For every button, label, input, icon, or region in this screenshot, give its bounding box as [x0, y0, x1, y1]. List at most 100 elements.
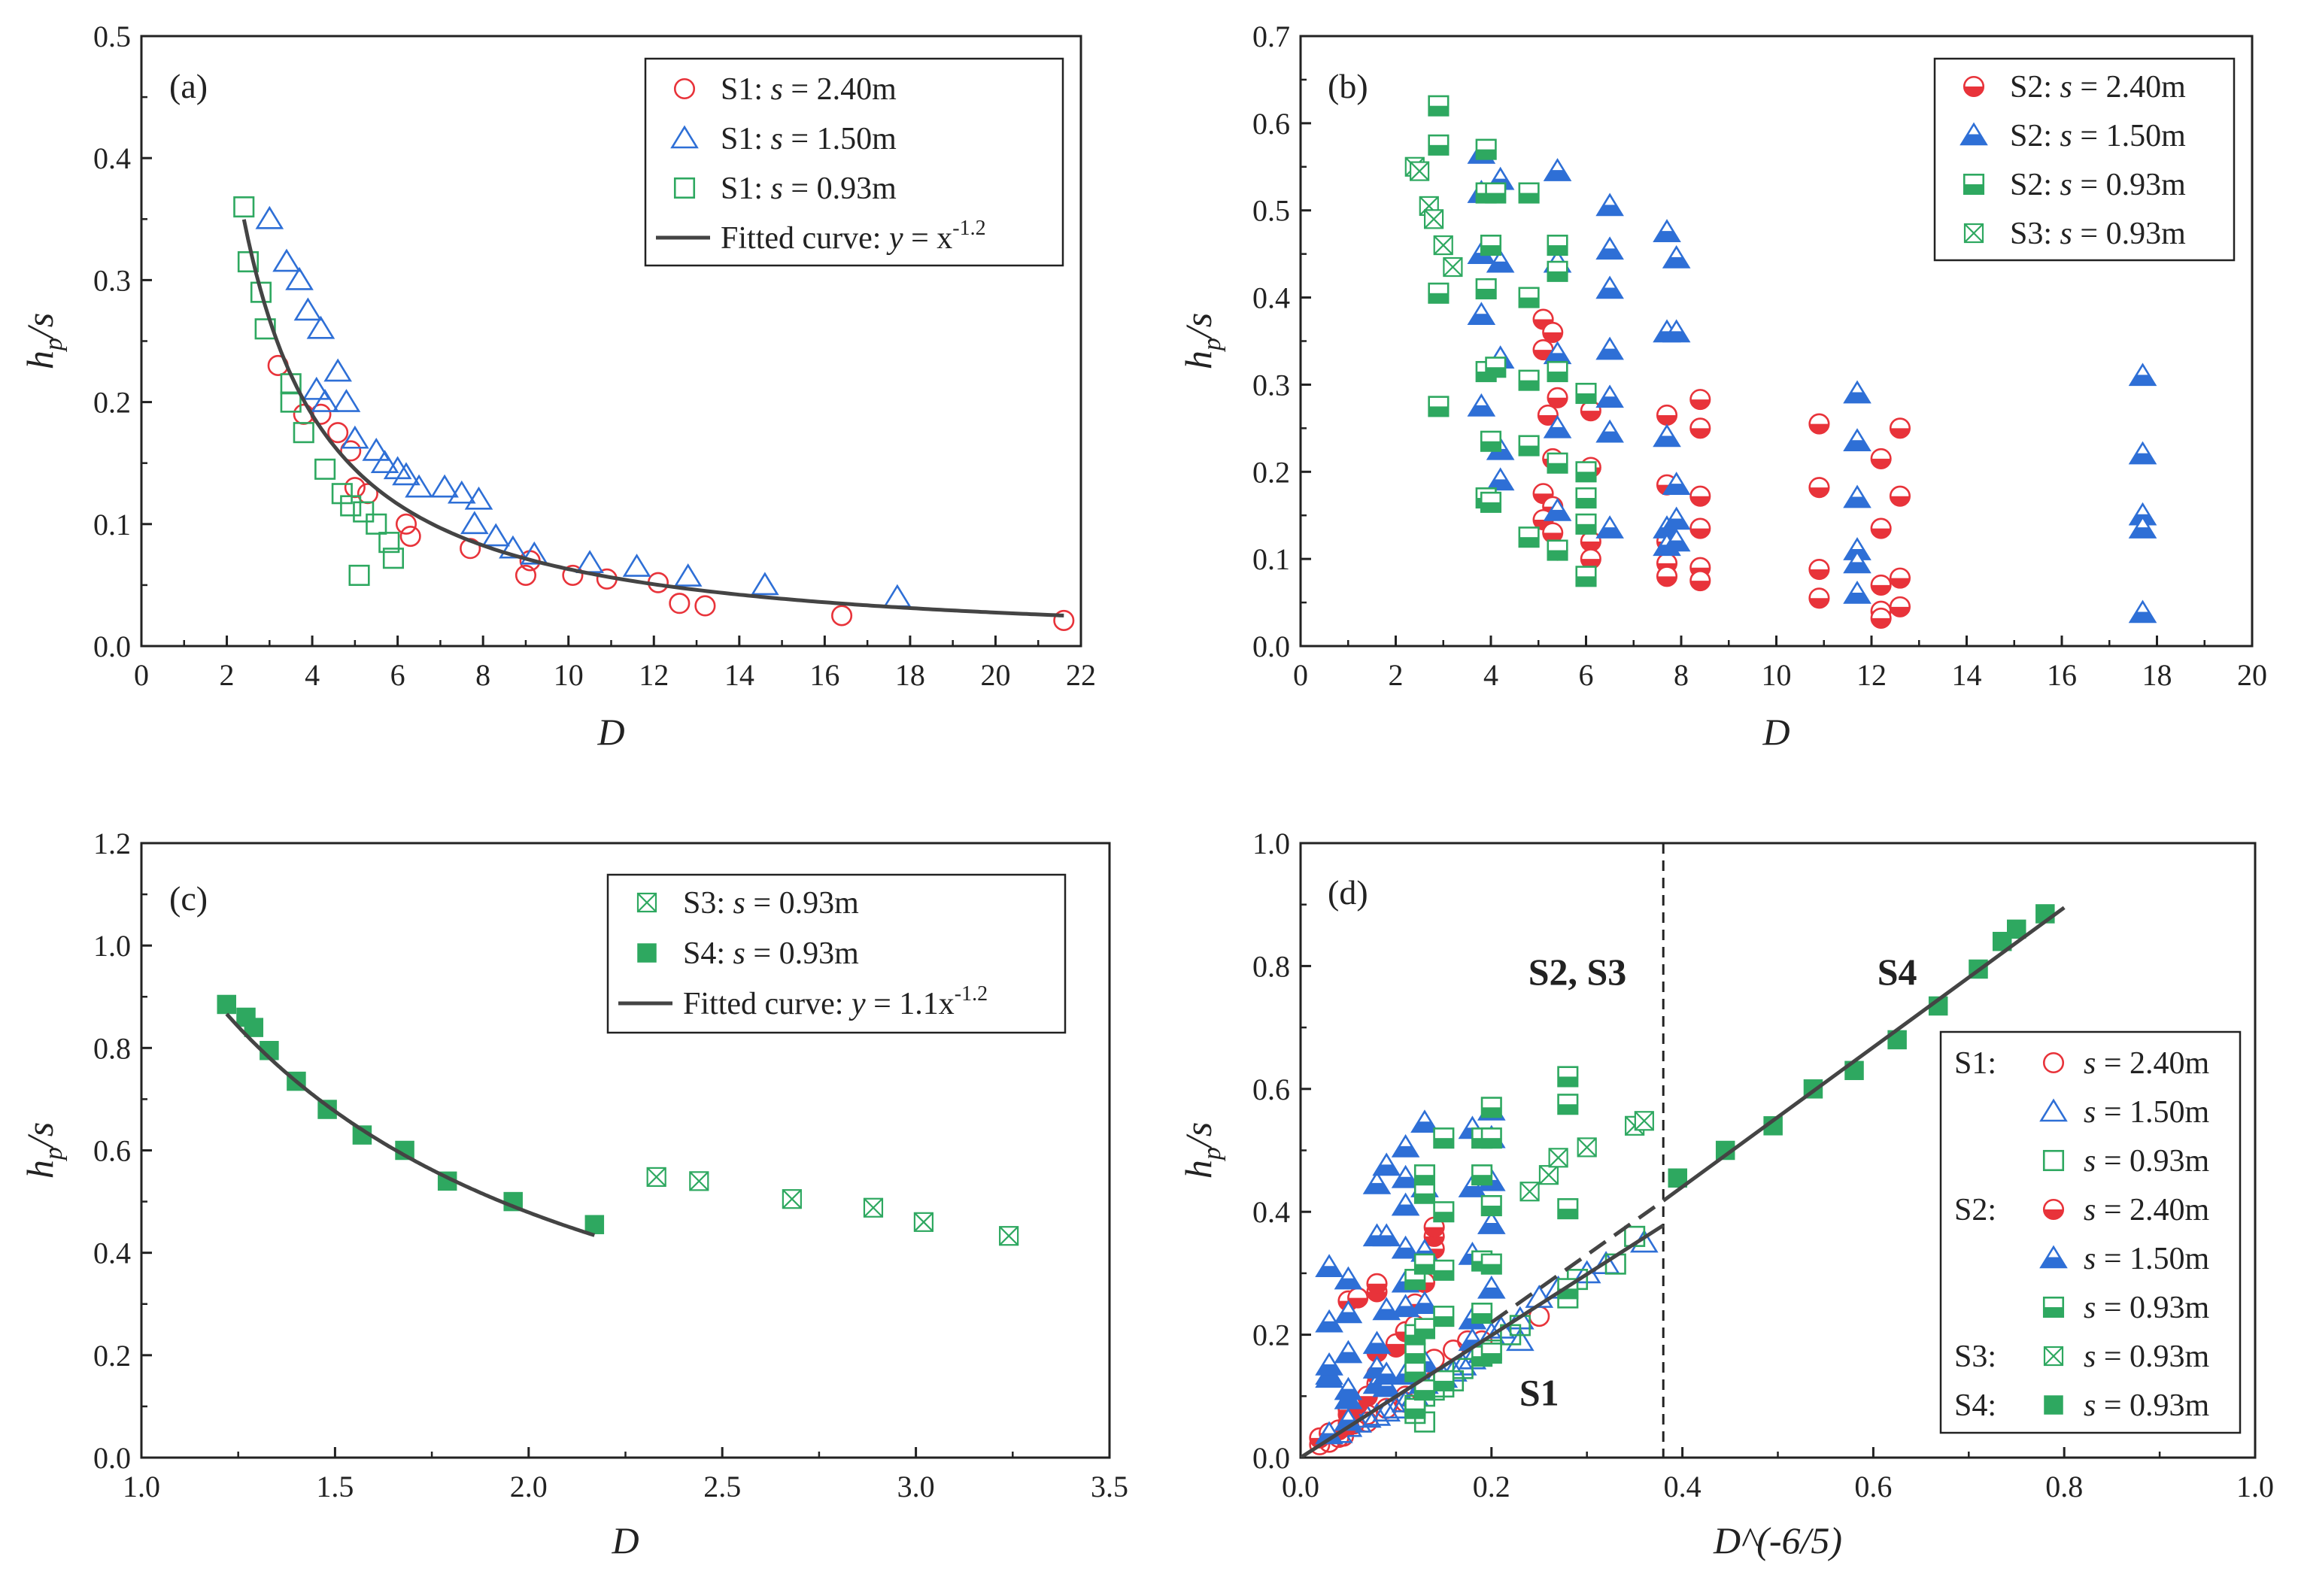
x-tick-label: 20	[2237, 658, 2267, 692]
y-tick-label: 0.6	[1252, 107, 1290, 141]
x-tick-label: 3.5	[1091, 1470, 1128, 1503]
data-point	[1595, 419, 1624, 443]
data-point	[285, 266, 314, 290]
y-axis-label: hp/s	[19, 313, 68, 369]
data-point-shape	[382, 548, 405, 569]
legend-box	[1939, 1030, 2242, 1434]
x-tick-label: 16	[809, 658, 839, 692]
data-point-shape	[254, 318, 276, 340]
legend-label: S4: s = 0.93m	[683, 936, 859, 971]
data-point-fill	[1482, 1206, 1501, 1215]
legend-item: S3: s = 0.93m	[636, 886, 859, 921]
legend-box	[644, 57, 1064, 267]
data-point	[1413, 1253, 1436, 1275]
data-point-shape	[348, 564, 370, 586]
panel-2: 0 2 4 6 8 10 12 14 16 18 20 0.0 0.1 0.2 0.3 0.4 0.5 0.6 0.…	[1177, 20, 2267, 753]
y-tick-label: 0.0	[93, 1441, 131, 1475]
data-point-shape	[1382, 1395, 1410, 1418]
data-point	[217, 994, 237, 1015]
data-point-fill	[1488, 261, 1513, 272]
data-point	[1372, 1373, 1401, 1397]
y-tick-label: 0.3	[1252, 368, 1290, 402]
data-point-fill	[1424, 1236, 1444, 1246]
data-point-shape	[430, 474, 459, 498]
data-point	[1595, 336, 1624, 360]
data-point	[1537, 404, 1559, 426]
x-tick-label: 18	[2142, 658, 2172, 692]
panel-label: (c)	[169, 879, 208, 918]
data-point-fill	[1415, 1175, 1434, 1185]
data-point	[1334, 1340, 1363, 1364]
x-tick-label: 1.5	[316, 1470, 354, 1503]
data-point	[255, 205, 284, 229]
data-point-fill	[1335, 1312, 1361, 1323]
data-point-shape	[460, 511, 489, 535]
x-tick-label: 0	[134, 658, 149, 692]
data-point-shape	[447, 480, 476, 504]
data-point-shape	[669, 593, 691, 614]
data-point-shape	[1452, 1358, 1474, 1379]
data-point-fill	[1844, 392, 1870, 403]
data-point-fill	[1519, 445, 1539, 456]
data-point	[1595, 384, 1624, 408]
panel-3: 1.0 1.5 2.0 2.5 3.0 3.5 0.0 0.2 0.4 0.6 0.8 1.0 1.2 D…	[19, 827, 1128, 1561]
data-point	[1428, 134, 1450, 156]
legend-marker	[636, 892, 657, 913]
fitted-curve	[225, 1012, 596, 1237]
series-square-x	[646, 1167, 1019, 1246]
data-point	[237, 251, 259, 273]
data-point	[1413, 1164, 1436, 1186]
data-point	[646, 1167, 666, 1188]
legend-label: S1: s = 2.40m	[721, 72, 897, 107]
legend-item: s = 1.50m	[2039, 1095, 2210, 1130]
data-point	[1662, 472, 1691, 495]
data-point	[1580, 400, 1601, 422]
x-tick-label: 10	[1762, 658, 1792, 692]
data-point-fill	[1545, 170, 1571, 181]
data-point	[1334, 1376, 1363, 1400]
y-tick-label: 0.8	[1252, 949, 1290, 983]
data-point	[280, 391, 302, 413]
legend-box	[1933, 57, 2236, 262]
legend-marker	[1963, 223, 1984, 244]
data-point-shape	[250, 281, 272, 303]
data-point	[520, 541, 549, 565]
data-point-shape	[233, 196, 255, 218]
data-point-shape	[293, 422, 314, 444]
data-point	[1480, 491, 1502, 513]
data-point	[1575, 487, 1597, 509]
data-point-fill	[1482, 1107, 1501, 1118]
plot-area	[1301, 843, 2066, 1458]
x-tick-label: 14	[1952, 658, 1982, 692]
data-point-fill	[1482, 1138, 1501, 1148]
data-point-fill	[1547, 245, 1568, 255]
legend-marker-shape	[2044, 1395, 2063, 1415]
data-point	[1575, 566, 1597, 587]
data-point	[1391, 1164, 1420, 1188]
data-point-fill	[1519, 193, 1539, 203]
legend-item: Fitted curve: y = 1.1x-1.2	[618, 982, 988, 1021]
data-point-fill	[1488, 479, 1513, 490]
x-tick-label: 12	[639, 658, 669, 692]
data-point-shape	[499, 535, 527, 559]
data-point-fill	[1890, 428, 1910, 438]
data-point-fill	[1576, 523, 1596, 534]
data-point	[1575, 461, 1597, 483]
data-point-shape	[399, 525, 421, 548]
data-point-fill	[1664, 331, 1689, 341]
data-point-shape	[217, 994, 237, 1015]
x-tick-label: 0	[1293, 658, 1308, 692]
data-point	[348, 564, 370, 586]
data-point-fill	[2130, 453, 2156, 464]
data-point-fill	[2130, 611, 2156, 622]
data-point	[1656, 404, 1678, 426]
data-point-fill	[1547, 463, 1568, 473]
x-tick-label: 10	[554, 658, 584, 692]
data-point-fill	[1415, 1264, 1434, 1274]
x-tick-label: 3.0	[897, 1470, 935, 1503]
data-point-fill	[1890, 606, 1910, 617]
y-tick-label: 0.2	[93, 386, 131, 420]
data-point-shape	[331, 483, 353, 505]
data-point-fill	[1428, 105, 1449, 116]
